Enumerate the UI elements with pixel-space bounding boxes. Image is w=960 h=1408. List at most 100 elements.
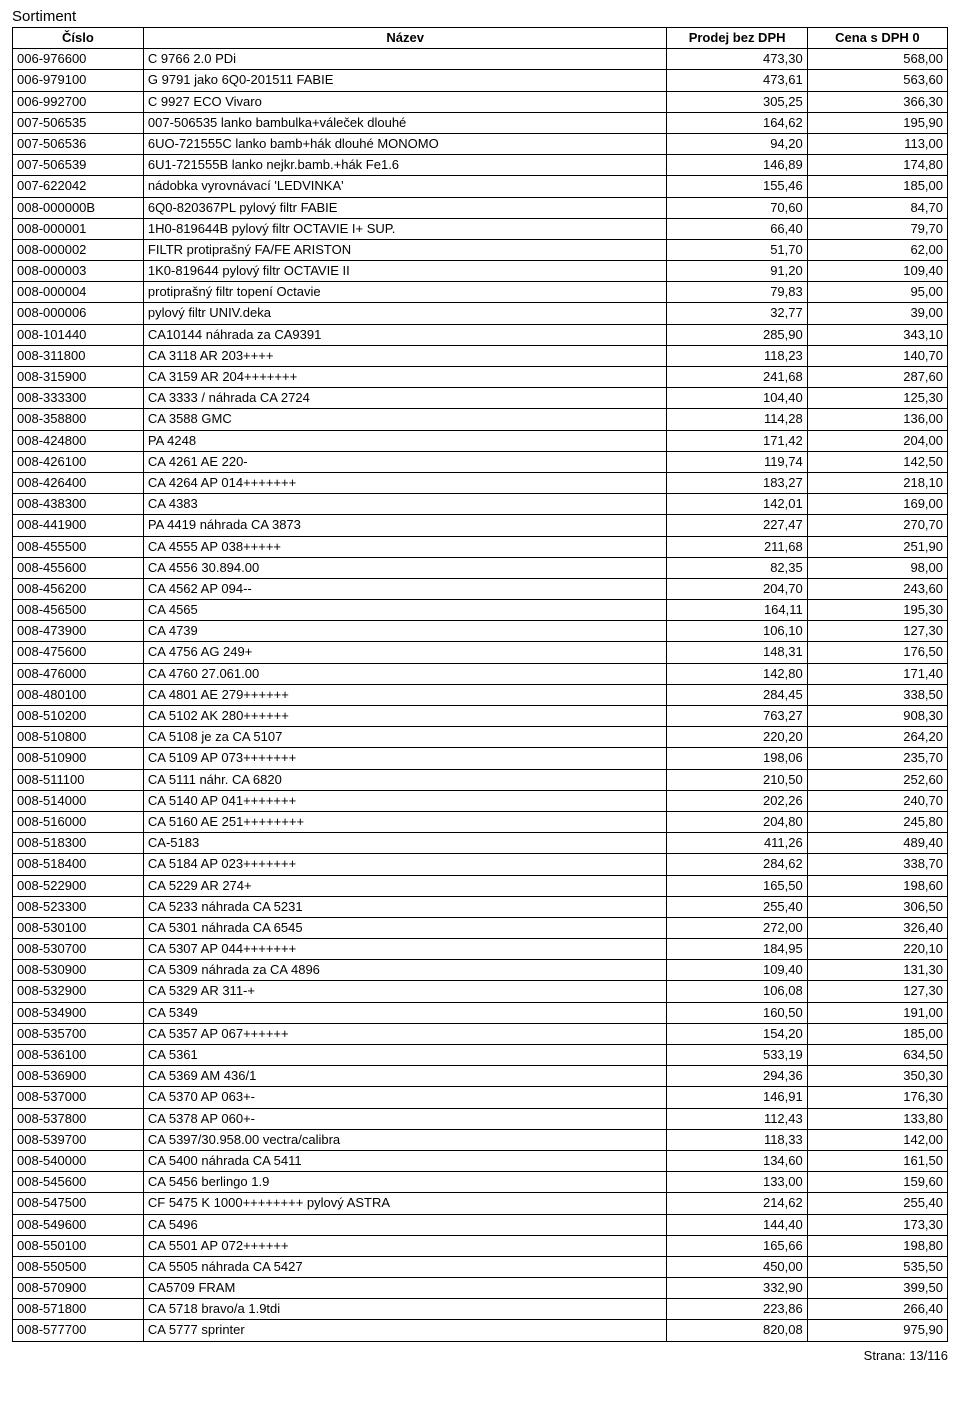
cell-cena: 270,70 bbox=[807, 515, 947, 536]
table-row: 008-522900CA 5229 AR 274+165,50198,60 bbox=[13, 875, 948, 896]
cell-prodej: 144,40 bbox=[667, 1214, 807, 1235]
cell-prodej: 91,20 bbox=[667, 261, 807, 282]
table-row: 008-539700CA 5397/30.958.00 vectra/calib… bbox=[13, 1129, 948, 1150]
cell-cislo: 007-506539 bbox=[13, 155, 144, 176]
cell-nazev: CA-5183 bbox=[143, 833, 667, 854]
cell-prodej: 94,20 bbox=[667, 133, 807, 154]
cell-nazev: CA 3118 AR 203++++ bbox=[143, 345, 667, 366]
cell-cena: 195,90 bbox=[807, 112, 947, 133]
cell-nazev: CA 5301 náhrada CA 6545 bbox=[143, 917, 667, 938]
cell-prodej: 165,50 bbox=[667, 875, 807, 896]
cell-prodej: 473,30 bbox=[667, 49, 807, 70]
cell-nazev: CA 5456 berlingo 1.9 bbox=[143, 1172, 667, 1193]
table-row: 006-979100G 9791 jako 6Q0-201511 FABIE47… bbox=[13, 70, 948, 91]
cell-cena: 266,40 bbox=[807, 1299, 947, 1320]
cell-cislo: 008-000000B bbox=[13, 197, 144, 218]
cell-cislo: 008-473900 bbox=[13, 621, 144, 642]
cell-prodej: 70,60 bbox=[667, 197, 807, 218]
table-row: 008-534900CA 5349160,50191,00 bbox=[13, 1002, 948, 1023]
cell-prodej: 82,35 bbox=[667, 557, 807, 578]
cell-nazev: CA 5108 je za CA 5107 bbox=[143, 727, 667, 748]
cell-prodej: 272,00 bbox=[667, 917, 807, 938]
cell-nazev: CA 5400 náhrada CA 5411 bbox=[143, 1150, 667, 1171]
cell-prodej: 284,62 bbox=[667, 854, 807, 875]
table-row: 008-424800PA 4248171,42204,00 bbox=[13, 430, 948, 451]
page-footer: Strana: 13/116 bbox=[12, 1348, 948, 1363]
cell-nazev: protiprašný filtr topení Octavie bbox=[143, 282, 667, 303]
cell-prodej: 106,08 bbox=[667, 981, 807, 1002]
cell-nazev: 6U1-721555B lanko nejkr.bamb.+hák Fe1.6 bbox=[143, 155, 667, 176]
cell-cislo: 008-426400 bbox=[13, 472, 144, 493]
cell-prodej: 204,70 bbox=[667, 578, 807, 599]
cell-cislo: 006-979100 bbox=[13, 70, 144, 91]
cell-cena: 908,30 bbox=[807, 706, 947, 727]
cell-cena: 235,70 bbox=[807, 748, 947, 769]
cell-cena: 563,60 bbox=[807, 70, 947, 91]
cell-cena: 169,00 bbox=[807, 494, 947, 515]
page-title: Sortiment bbox=[12, 8, 948, 25]
cell-cena: 240,70 bbox=[807, 790, 947, 811]
cell-nazev: CA 5184 AP 023+++++++ bbox=[143, 854, 667, 875]
cell-cena: 350,30 bbox=[807, 1066, 947, 1087]
table-row: 008-456500CA 4565164,11195,30 bbox=[13, 600, 948, 621]
table-row: 008-333300CA 3333 / náhrada CA 2724104,4… bbox=[13, 388, 948, 409]
cell-prodej: 211,68 bbox=[667, 536, 807, 557]
cell-cislo: 008-000002 bbox=[13, 239, 144, 260]
cell-cislo: 008-101440 bbox=[13, 324, 144, 345]
cell-prodej: 118,33 bbox=[667, 1129, 807, 1150]
cell-cislo: 008-536100 bbox=[13, 1045, 144, 1066]
cell-nazev: PA 4419 náhrada CA 3873 bbox=[143, 515, 667, 536]
table-row: 008-545600CA 5456 berlingo 1.9133,00159,… bbox=[13, 1172, 948, 1193]
cell-nazev: CA 4756 AG 249+ bbox=[143, 642, 667, 663]
cell-prodej: 164,62 bbox=[667, 112, 807, 133]
cell-prodej: 210,50 bbox=[667, 769, 807, 790]
cell-cislo: 008-550100 bbox=[13, 1235, 144, 1256]
table-row: 008-0000031K0-819644 pylový filtr OCTAVI… bbox=[13, 261, 948, 282]
cell-nazev: CA 5111 náhr. CA 6820 bbox=[143, 769, 667, 790]
cell-nazev: CA 5361 bbox=[143, 1045, 667, 1066]
cell-cislo: 008-535700 bbox=[13, 1023, 144, 1044]
table-row: 008-518400CA 5184 AP 023+++++++284,62338… bbox=[13, 854, 948, 875]
cell-nazev: CA 5140 AP 041+++++++ bbox=[143, 790, 667, 811]
cell-cena: 140,70 bbox=[807, 345, 947, 366]
cell-nazev: CA 5102 AK 280++++++ bbox=[143, 706, 667, 727]
cell-prodej: 104,40 bbox=[667, 388, 807, 409]
cell-nazev: C 9766 2.0 PDi bbox=[143, 49, 667, 70]
cell-cislo: 008-000006 bbox=[13, 303, 144, 324]
cell-cislo: 008-358800 bbox=[13, 409, 144, 430]
cell-cena: 113,00 bbox=[807, 133, 947, 154]
cell-cislo: 008-516000 bbox=[13, 811, 144, 832]
col-header-prodej: Prodej bez DPH bbox=[667, 28, 807, 49]
table-header-row: Číslo Název Prodej bez DPH Cena s DPH 0 bbox=[13, 28, 948, 49]
cell-cislo: 008-550500 bbox=[13, 1256, 144, 1277]
cell-prodej: 305,25 bbox=[667, 91, 807, 112]
cell-prodej: 142,01 bbox=[667, 494, 807, 515]
cell-nazev: CA 4801 AE 279++++++ bbox=[143, 684, 667, 705]
cell-cena: 109,40 bbox=[807, 261, 947, 282]
cell-nazev: CA 5329 AR 311-+ bbox=[143, 981, 667, 1002]
cell-prodej: 450,00 bbox=[667, 1256, 807, 1277]
table-row: 007-622042nádobka vyrovnávací 'LEDVINKA'… bbox=[13, 176, 948, 197]
cell-cislo: 008-441900 bbox=[13, 515, 144, 536]
cell-prodej: 294,36 bbox=[667, 1066, 807, 1087]
cell-nazev: CA 3159 AR 204+++++++ bbox=[143, 367, 667, 388]
table-row: 008-358800CA 3588 GMC114,28136,00 bbox=[13, 409, 948, 430]
cell-cislo: 008-532900 bbox=[13, 981, 144, 1002]
cell-cena: 185,00 bbox=[807, 1023, 947, 1044]
cell-prodej: 112,43 bbox=[667, 1108, 807, 1129]
table-row: 008-000002FILTR protiprašný FA/FE ARISTO… bbox=[13, 239, 948, 260]
cell-cislo: 007-506536 bbox=[13, 133, 144, 154]
cell-prodej: 171,42 bbox=[667, 430, 807, 451]
cell-cislo: 008-530900 bbox=[13, 960, 144, 981]
table-row: 008-536100CA 5361533,19634,50 bbox=[13, 1045, 948, 1066]
table-row: 008-571800CA 5718 bravo/a 1.9tdi223,8626… bbox=[13, 1299, 948, 1320]
table-row: 008-530100CA 5301 náhrada CA 6545272,003… bbox=[13, 917, 948, 938]
cell-prodej: 183,27 bbox=[667, 472, 807, 493]
cell-prodej: 148,31 bbox=[667, 642, 807, 663]
table-row: 007-506535007-506535 lanko bambulka+vále… bbox=[13, 112, 948, 133]
cell-nazev: CA 5307 AP 044+++++++ bbox=[143, 939, 667, 960]
cell-prodej: 204,80 bbox=[667, 811, 807, 832]
cell-prodej: 164,11 bbox=[667, 600, 807, 621]
cell-prodej: 202,26 bbox=[667, 790, 807, 811]
cell-cena: 245,80 bbox=[807, 811, 947, 832]
